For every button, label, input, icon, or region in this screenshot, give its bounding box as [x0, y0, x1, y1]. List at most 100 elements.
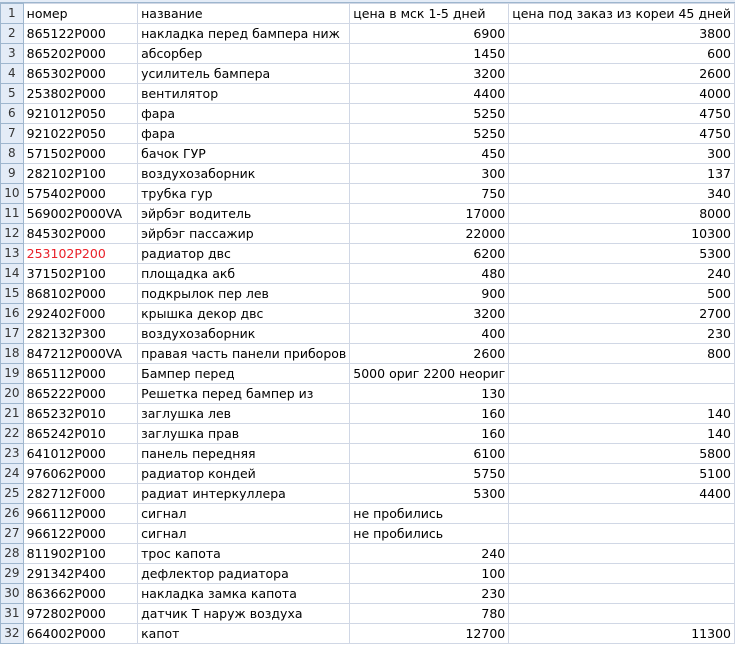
row-header[interactable]: 12	[0, 223, 24, 244]
cell-price-korea[interactable]: 137	[508, 163, 735, 184]
row-header[interactable]: 32	[0, 623, 24, 644]
cell-part-name[interactable]: трубка гур	[137, 183, 351, 204]
cell-part-number[interactable]: 865222P000	[22, 383, 139, 404]
cell-part-name[interactable]: капот	[137, 623, 351, 644]
cell-price-msk[interactable]: 160	[349, 423, 510, 444]
row-header[interactable]: 3	[0, 43, 24, 64]
row-header[interactable]: 24	[0, 463, 24, 484]
cell-part-name[interactable]: усилитель бампера	[137, 63, 351, 84]
cell-price-msk[interactable]: не пробились	[349, 523, 510, 544]
cell-price-korea[interactable]	[508, 603, 735, 624]
cell-price-korea[interactable]: 10300	[508, 223, 735, 244]
cell-price-msk[interactable]: 750	[349, 183, 510, 204]
cell-price-korea[interactable]: 300	[508, 143, 735, 164]
row-header[interactable]: 2	[0, 23, 24, 44]
cell-part-name[interactable]: трос капота	[137, 543, 351, 564]
cell-part-name[interactable]: правая часть панели приборов	[137, 343, 351, 364]
row-header[interactable]: 29	[0, 563, 24, 584]
row-header[interactable]: 9	[0, 163, 24, 184]
cell-price-korea[interactable]: 4400	[508, 483, 735, 504]
cell-part-name[interactable]: площадка акб	[137, 263, 351, 284]
cell-price-msk[interactable]: 17000	[349, 203, 510, 224]
row-header[interactable]: 28	[0, 543, 24, 564]
cell-part-number[interactable]: 865302P000	[22, 63, 139, 84]
cell-part-number[interactable]: 976062P000	[22, 463, 139, 484]
cell-price-korea[interactable]: 5300	[508, 243, 735, 264]
cell-price-msk[interactable]: не пробились	[349, 503, 510, 524]
row-header[interactable]: 30	[0, 583, 24, 604]
cell-part-name[interactable]: воздухозаборник	[137, 163, 351, 184]
cell-part-number[interactable]: 865242P010	[22, 423, 139, 444]
cell-price-korea[interactable]: 4000	[508, 83, 735, 104]
cell-part-number[interactable]: 282132P300	[22, 323, 139, 344]
row-header[interactable]: 18	[0, 343, 24, 364]
cell-price-korea[interactable]: 340	[508, 183, 735, 204]
cell-part-name[interactable]: накладка перед бампера ниж	[137, 23, 351, 44]
cell-price-korea[interactable]: 8000	[508, 203, 735, 224]
cell-part-number[interactable]: 664002P000	[22, 623, 139, 644]
cell-part-name[interactable]: заглушка лев	[137, 403, 351, 424]
cell-price-korea[interactable]	[508, 583, 735, 604]
cell-part-name[interactable]: эйрбэг пассажир	[137, 223, 351, 244]
cell-price-korea[interactable]: 2700	[508, 303, 735, 324]
row-header[interactable]: 22	[0, 423, 24, 444]
cell-price-korea[interactable]	[508, 383, 735, 404]
cell-part-number[interactable]: 865122P000	[22, 23, 139, 44]
cell-header-price-msk[interactable]: цена в мск 1-5 дней	[349, 3, 510, 24]
cell-part-number[interactable]: 845302P000	[22, 223, 139, 244]
row-header[interactable]: 13	[0, 243, 24, 264]
cell-price-korea[interactable]: 240	[508, 263, 735, 284]
cell-part-name[interactable]: воздухозаборник	[137, 323, 351, 344]
row-header[interactable]: 25	[0, 483, 24, 504]
cell-part-number[interactable]: 371502P100	[22, 263, 139, 284]
cell-part-name[interactable]: датчик Т наруж воздуха	[137, 603, 351, 624]
cell-price-msk[interactable]: 6200	[349, 243, 510, 264]
cell-price-korea[interactable]: 5800	[508, 443, 735, 464]
cell-part-number[interactable]: 865112P000	[22, 363, 139, 384]
cell-price-korea[interactable]	[508, 363, 735, 384]
cell-price-korea[interactable]: 140	[508, 423, 735, 444]
cell-part-number[interactable]: 921012P050	[22, 103, 139, 124]
cell-part-number[interactable]: 865202P000	[22, 43, 139, 64]
cell-price-korea[interactable]	[508, 523, 735, 544]
cell-part-number[interactable]: 972802P000	[22, 603, 139, 624]
cell-part-name[interactable]: радиат интеркуллера	[137, 483, 351, 504]
cell-part-name[interactable]: панель передняя	[137, 443, 351, 464]
cell-part-name[interactable]: абсорбер	[137, 43, 351, 64]
cell-part-number[interactable]: 641012P000	[22, 443, 139, 464]
cell-price-msk[interactable]: 480	[349, 263, 510, 284]
cell-price-korea[interactable]: 3800	[508, 23, 735, 44]
cell-price-korea[interactable]: 500	[508, 283, 735, 304]
cell-price-korea[interactable]	[508, 543, 735, 564]
cell-price-msk[interactable]: 230	[349, 583, 510, 604]
cell-price-korea[interactable]: 4750	[508, 123, 735, 144]
row-header[interactable]: 16	[0, 303, 24, 324]
row-header[interactable]: 1	[0, 3, 24, 24]
cell-part-number[interactable]: 291342P400	[22, 563, 139, 584]
cell-price-msk[interactable]: 12700	[349, 623, 510, 644]
cell-price-msk[interactable]: 22000	[349, 223, 510, 244]
cell-price-korea[interactable]: 230	[508, 323, 735, 344]
cell-price-msk[interactable]: 450	[349, 143, 510, 164]
cell-part-name[interactable]: фара	[137, 103, 351, 124]
cell-part-name[interactable]: дефлектор радиатора	[137, 563, 351, 584]
cell-price-msk[interactable]: 780	[349, 603, 510, 624]
cell-part-name[interactable]: накладка замка капота	[137, 583, 351, 604]
cell-price-msk[interactable]: 3200	[349, 63, 510, 84]
cell-part-number[interactable]: 811902P100	[22, 543, 139, 564]
cell-price-msk[interactable]: 6900	[349, 23, 510, 44]
cell-price-msk[interactable]: 130	[349, 383, 510, 404]
cell-part-number[interactable]: 863662P000	[22, 583, 139, 604]
row-header[interactable]: 6	[0, 103, 24, 124]
cell-price-korea[interactable]	[508, 563, 735, 584]
cell-part-number[interactable]: 282712F000	[22, 483, 139, 504]
cell-price-msk[interactable]: 160	[349, 403, 510, 424]
cell-part-name[interactable]: фара	[137, 123, 351, 144]
cell-part-name[interactable]: радиатор двс	[137, 243, 351, 264]
cell-part-name[interactable]: Бампер перед	[137, 363, 351, 384]
cell-part-name[interactable]: вентилятор	[137, 83, 351, 104]
cell-price-msk[interactable]: 1450	[349, 43, 510, 64]
row-header[interactable]: 8	[0, 143, 24, 164]
row-header[interactable]: 14	[0, 263, 24, 284]
cell-part-number[interactable]: 868102P000	[22, 283, 139, 304]
